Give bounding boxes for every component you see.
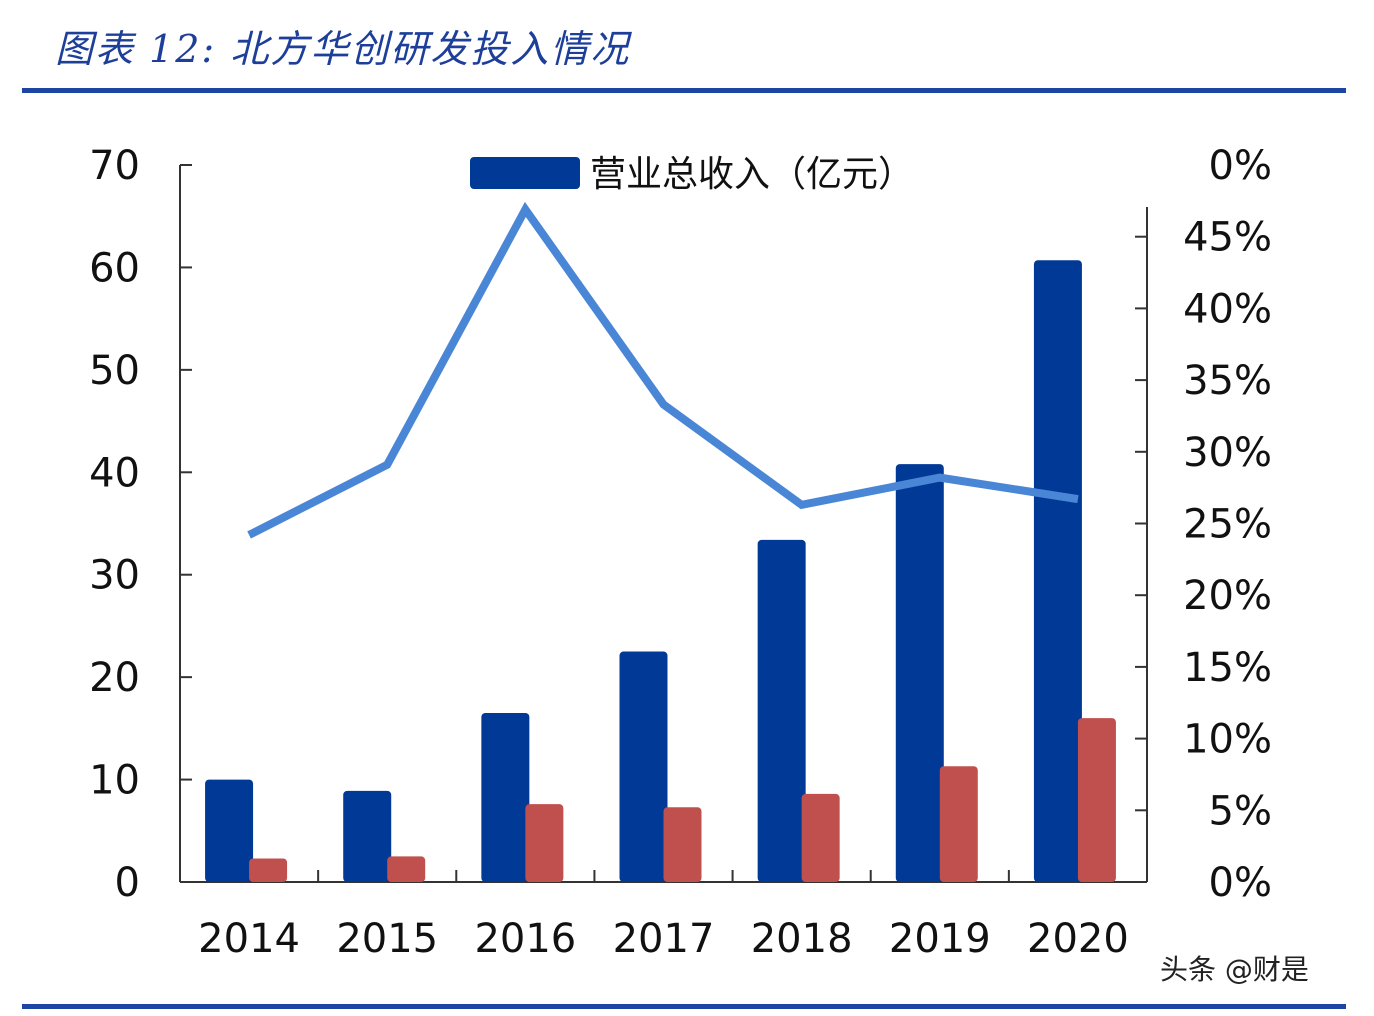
legend: 营业总收入（亿元）: [470, 154, 914, 195]
left-tick-label: 70: [89, 143, 140, 189]
rd-bar: [939, 766, 978, 882]
top-divider: [22, 88, 1346, 93]
rd-bar: [663, 807, 702, 882]
chart-title: 图表 12: 北方华创研发投入情况: [55, 27, 631, 71]
left-tick-label: 60: [89, 245, 140, 291]
x-tick-label: 2016: [474, 916, 576, 962]
x-tick-label: 2017: [613, 916, 715, 962]
bars: [205, 260, 1116, 883]
lines: [247, 201, 1079, 539]
left-tick-label: 40: [89, 450, 140, 496]
x-tick-label: 2014: [198, 916, 300, 962]
bottom-divider: [22, 1004, 1346, 1009]
right-tick-label: 0%: [1209, 860, 1272, 906]
revenue-bar: [757, 539, 806, 882]
rd-bar: [1077, 718, 1116, 882]
left-tick-label: 20: [89, 655, 140, 701]
ratio-line: [247, 201, 1079, 539]
rd-bar: [801, 793, 840, 882]
x-tick-label: 2015: [336, 916, 438, 962]
left-tick-label: 50: [89, 348, 140, 394]
legend-swatch: [470, 157, 580, 189]
right-tick-label: 40%: [1183, 286, 1272, 332]
right-tick-label: 25%: [1183, 502, 1272, 548]
x-tick-label: 2019: [889, 916, 991, 962]
rd-bar: [525, 804, 564, 882]
left-tick-label: 30: [89, 553, 140, 599]
axes: 0 10 20 30 40 50 60 70 0% 5% 10% 15% 20% 25% 30% 35% 40%…: [89, 143, 1272, 962]
revenue-bar: [619, 651, 668, 882]
right-tick-label: 30%: [1183, 430, 1272, 476]
watermark: 头条 @财是: [1160, 953, 1309, 986]
legend-label: 营业总收入（亿元）: [590, 154, 914, 195]
revenue-bar: [205, 779, 254, 882]
left-tick-label: 0: [115, 860, 140, 906]
x-tick-label: 2018: [751, 916, 853, 962]
x-tick-label: 2020: [1027, 916, 1129, 962]
right-tick-label: 20%: [1183, 573, 1272, 619]
right-tick-label: 15%: [1183, 645, 1272, 691]
revenue-bar: [343, 790, 392, 882]
revenue-bar: [1033, 260, 1082, 883]
left-tick-label: 10: [89, 758, 140, 804]
rd-bar: [387, 856, 426, 882]
right-tick-label: 5%: [1209, 788, 1272, 834]
right-tick-label: 0%: [1209, 143, 1272, 189]
revenue-bar: [481, 712, 530, 882]
revenue-bar: [895, 464, 944, 882]
right-tick-label: 45%: [1183, 215, 1272, 261]
rd-bar: [249, 858, 288, 882]
right-tick-label: 10%: [1183, 717, 1272, 763]
right-tick-label: 35%: [1183, 358, 1272, 404]
